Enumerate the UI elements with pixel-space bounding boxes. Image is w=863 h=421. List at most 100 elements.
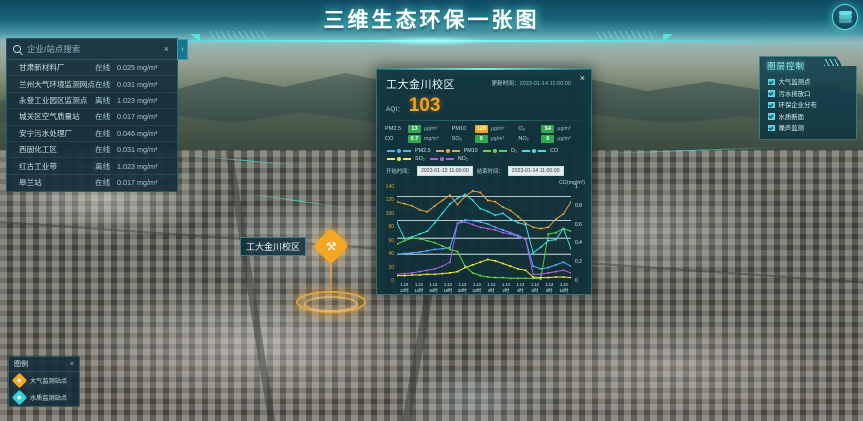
chart-data-point <box>403 237 406 240</box>
chart-data-point <box>471 223 474 226</box>
x-tick-label: 1.13 22时 <box>472 282 482 294</box>
chart-data-point <box>509 233 512 235</box>
search-result-list[interactable]: 甘肃新材料厂 在线 0.025 mg/m³ 兰州大气环境监测网点 在线 0.031 mg/… <box>7 60 177 191</box>
chart-data-point <box>539 276 542 279</box>
layer-item[interactable]: 水质断面 <box>768 111 856 123</box>
legend-entry[interactable]: CO <box>522 148 558 154</box>
chart-data-point <box>555 276 557 278</box>
search-result-row[interactable]: 兰州大气环境监测网点 在线 0.031 mg/m³ <box>7 76 177 93</box>
legend-entry[interactable]: NO₂ <box>429 156 468 162</box>
search-result-row[interactable]: 永登工业园区监测点 离线 1.023 mg/m³ <box>7 93 177 110</box>
chart-data-point <box>570 265 572 268</box>
chart-data-point <box>479 274 482 277</box>
metric-value: 128 <box>474 125 488 133</box>
chart-data-point <box>471 219 474 222</box>
result-type: 离线 <box>95 161 111 171</box>
chart-data-point <box>570 276 572 279</box>
date-range-row: 开始时间： 2023-01-13 11:00:00 结束时间： 2023-01-… <box>377 165 591 179</box>
map-marker-station[interactable]: 工大金川校区 ⚒ <box>239 227 366 313</box>
layer-checkbox[interactable] <box>768 101 775 108</box>
chart-data-point <box>396 221 398 224</box>
layer-checkbox[interactable] <box>768 90 775 97</box>
chart-data-point <box>441 272 444 275</box>
legend-dot <box>532 149 537 153</box>
search-result-row[interactable]: 西固化工区 在线 0.031 mg/m³ <box>7 142 177 159</box>
clear-search-icon[interactable]: × <box>163 44 169 54</box>
chart-data-point <box>433 248 436 251</box>
layers-icon[interactable] <box>832 4 858 30</box>
legend-entry[interactable]: PM2.5 <box>387 148 431 154</box>
search-result-row[interactable]: 安宁污水处理厂 在线 0.046 mg/m³ <box>7 126 177 142</box>
chart-series-line <box>397 258 572 279</box>
result-name: 安宁污水处理厂 <box>19 128 73 138</box>
chart-data-point <box>547 233 550 235</box>
search-result-row[interactable]: 城关区空气质量站 在线 0.017 mg/m³ <box>7 109 177 126</box>
chart-data-point <box>570 200 572 203</box>
chart-data-point <box>441 245 444 247</box>
result-value: 0.025 mg/m³ <box>117 63 158 73</box>
timeseries-chart[interactable]: CO(mg/m³) 140 120 100 80 60 40 20 0 1 0.8 0.6 0.4 0… <box>381 180 587 299</box>
legend-items: ◆ 大气监测站点 ◆ 水质监测站点 <box>9 372 79 406</box>
chart-legend[interactable]: PM2.5 PM10 O₃ CO SO₂ NO₂ <box>377 143 591 165</box>
search-result-row[interactable]: 红古工业带 离线 1.023 mg/m³ <box>7 158 177 175</box>
layer-list[interactable]: 大气监测点污水排放口 环保企业分布 水质断面 噪声监测 <box>760 75 856 139</box>
metric-item: PM2.5 13 μg/m³ <box>385 125 450 133</box>
marker-ring-outer <box>296 291 366 313</box>
legend-entry[interactable]: PM10 <box>435 148 478 154</box>
x-tick-label: 1.14 6时 <box>530 282 539 294</box>
chart-data-point <box>555 218 557 221</box>
y-tick-right: 0 <box>575 278 578 284</box>
chart-data-point <box>539 227 542 230</box>
layer-checkbox[interactable] <box>768 124 775 131</box>
layer-checkbox[interactable] <box>768 78 775 85</box>
updated-label: 更新时间： <box>491 81 520 87</box>
metric-value: 13 <box>408 125 421 133</box>
layer-item[interactable]: 污水排放口 <box>768 88 856 100</box>
metric-item: O₃ 54 μg/m³ <box>518 125 583 133</box>
search-result-row[interactable]: 皋兰站 在线 0.017 mg/m³ <box>7 175 177 191</box>
search-result-row[interactable]: 甘肃新材料厂 在线 0.025 mg/m³ <box>7 60 177 77</box>
result-name: 皋兰站 <box>19 178 42 188</box>
updated-value: 2023-01-14 11:00:00 <box>519 81 571 87</box>
chart-data-point <box>433 273 436 276</box>
close-icon[interactable]: × <box>69 360 74 368</box>
legend-swatch <box>522 150 531 152</box>
chart-series-line <box>396 190 572 230</box>
chart-data-point <box>403 272 406 275</box>
metric-unit: μg/m³ <box>490 136 505 142</box>
chart-data-point <box>532 251 535 254</box>
chart-data-point <box>426 239 429 242</box>
marker-stem <box>330 259 332 297</box>
chart-data-point <box>479 221 482 223</box>
y-tick-right: 0.6 <box>575 221 582 228</box>
chart-data-point <box>494 200 497 203</box>
x-tick-label: 1.14 0时 <box>487 282 496 294</box>
header-glow <box>371 36 492 46</box>
result-type: 在线 <box>95 112 111 122</box>
layer-item[interactable]: 噪声监测 <box>768 122 856 134</box>
search-box[interactable]: × <box>7 39 177 60</box>
chart-data-point <box>539 246 542 249</box>
x-tick-label: 1.14 8时 <box>545 282 554 294</box>
legend-dot <box>397 157 401 161</box>
end-time-label: 结束时间： <box>476 169 504 175</box>
chart-data-point <box>502 262 504 265</box>
start-time-label: 开始时间： <box>386 169 413 175</box>
layer-item[interactable]: 环保企业分布 <box>768 99 856 111</box>
metric-unit: μg/m³ <box>424 126 438 132</box>
x-tick-label: 1.13 12时 <box>399 282 409 294</box>
chart-data-point <box>456 250 459 253</box>
panel-collapse-toggle[interactable]: ‹ <box>177 39 188 60</box>
layer-item[interactable]: 大气监测点 <box>768 76 856 88</box>
end-time-input[interactable]: 2023-01-14 11:00:00 <box>507 166 564 176</box>
legend-entry[interactable]: SO₂ <box>387 156 425 162</box>
layer-label: 污水排放口 <box>778 90 811 98</box>
start-time-input[interactable]: 2023-01-13 11:00:00 <box>416 166 473 176</box>
chart-data-point <box>524 269 527 272</box>
chart-data-point <box>411 274 413 276</box>
chart-data-point <box>418 251 421 253</box>
layer-checkbox[interactable] <box>768 113 775 120</box>
legend-entry[interactable]: O₃ <box>482 148 517 154</box>
close-icon[interactable]: × <box>579 73 585 83</box>
search-input[interactable] <box>27 44 156 54</box>
